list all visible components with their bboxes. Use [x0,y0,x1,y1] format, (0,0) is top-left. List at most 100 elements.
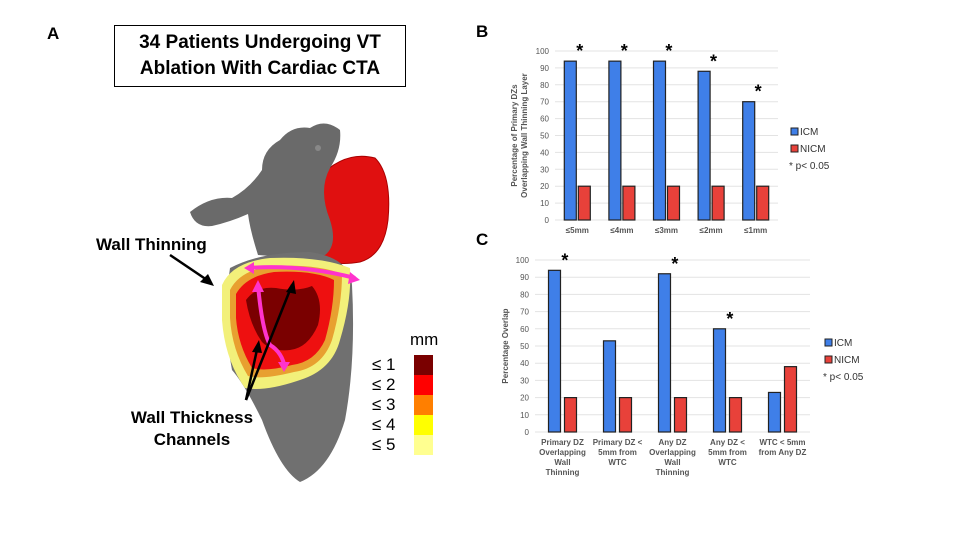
significance-star: * [665,41,672,61]
channel-arrowhead-left [244,262,254,274]
bar-nicm [783,366,798,433]
y-tick-label: 90 [520,273,529,282]
significance-star: * [755,82,762,102]
scale-label: ≤ 1 [372,355,396,374]
scale-row: ≤ 3 [368,395,458,415]
y-tick-label: 100 [516,256,530,265]
annotation-wall-thinning: Wall Thinning [96,235,207,254]
y-axis-label: Overlapping Wall Thinning Layer [520,73,529,198]
bar-nicm [577,185,591,221]
bar-icm [608,60,622,221]
y-tick-label: 10 [520,411,529,420]
x-tick-label: 5mm from [708,448,747,457]
y-tick-label: 20 [520,394,529,403]
wall-thinning-orange [230,265,342,378]
y-tick-label: 60 [540,115,549,124]
legend-significance-note: * p< 0.05 [823,372,864,383]
legend-swatch-icm [790,127,799,136]
y-tick-label: 30 [540,165,549,174]
x-tick-label: Thinning [656,468,690,477]
x-tick-label: WTC [718,458,736,467]
scale-row: ≤ 5 [368,435,458,455]
panel-b-letter: B [476,22,489,41]
wall-thinning-red [236,271,334,370]
significance-star: * [561,250,568,270]
bar-nicm [563,397,578,433]
bar-nicm [711,185,725,221]
scale-label: ≤ 2 [372,375,396,394]
y-tick-label: 40 [520,359,529,368]
grey-atrium [190,123,341,257]
x-tick-label: 5mm from [598,448,637,457]
scale-swatch [414,375,433,395]
x-tick-label: WTC [608,458,626,467]
wall-thinning-yellow [222,257,351,389]
bar-nicm [622,185,636,221]
panel-c-letter: C [476,230,489,249]
significance-star: * [576,41,583,61]
x-tick-label: ≤2mm [700,226,723,235]
significance-star: * [671,254,678,274]
bar-icm [563,60,577,221]
x-tick-label: Overlapping [649,448,696,457]
bar-icm [657,273,672,433]
scale-swatch [414,355,433,375]
bar-icm [767,391,782,433]
y-tick-label: 80 [520,290,529,299]
legend-label-nicm: NICM [800,144,826,155]
bar-nicm [666,185,681,221]
y-tick-label: 70 [520,308,529,317]
significance-star: * [710,51,717,71]
x-tick-label: Wall [664,458,680,467]
y-tick-label: 0 [525,428,530,437]
scale-swatch [414,415,433,435]
y-tick-label: 100 [536,47,550,56]
bar-icm [547,269,562,433]
bar-icm [602,340,617,433]
x-tick-label: Primary DZ < [593,438,643,447]
title-line-2: Ablation With Cardiac CTA [139,58,381,79]
y-tick-label: 80 [540,81,549,90]
bar-icm [742,101,756,221]
y-tick-label: 60 [520,325,529,334]
title-line-1: 34 Patients Undergoing VT [139,32,381,53]
significance-star: * [726,309,733,329]
channel-arrow-horizontal [247,265,356,280]
legend-significance-note: * p< 0.05 [789,161,830,172]
scale-swatch [414,395,433,415]
bar-nicm [618,397,633,433]
bar-nicm [728,397,743,433]
channel-pointer-1 [244,284,294,401]
x-tick-label: Any DZ [659,438,687,447]
y-tick-label: 20 [540,182,549,191]
channel-arrowhead-up [252,280,264,292]
annotation-channels-line-1: Wall Thickness [130,408,254,427]
x-tick-label: ≤3mm [655,226,678,235]
x-tick-label: ≤4mm [610,226,633,235]
x-tick-label: Primary DZ [541,438,584,447]
scale-swatch [414,435,433,455]
y-axis-label: Percentage Overlap [501,308,510,383]
channel-pointer-2 [244,344,260,401]
channel-arrow-vertical [256,284,287,369]
channel-arrowhead-down [278,362,290,372]
scale-row: ≤ 4 [368,415,458,435]
legend-swatch-icm [824,338,833,347]
thickness-scale-legend: mm ≤ 1 ≤ 2 ≤ 3 ≤ 4 ≤ 5 [368,330,458,480]
y-tick-label: 50 [520,342,529,351]
bar-icm [652,60,667,221]
x-tick-label: ≤1mm [744,226,767,235]
panel-a-title-box: 34 Patients Undergoing VT Ablation With … [114,25,406,87]
scale-label: ≤ 4 [372,415,396,434]
panel-a-letter: A [47,24,60,43]
x-tick-label: Any DZ < [710,438,745,447]
y-tick-label: 90 [540,64,549,73]
x-tick-label: ≤5mm [566,226,589,235]
y-tick-label: 50 [540,132,549,141]
x-tick-label: Wall [554,458,570,467]
y-tick-label: 10 [540,199,549,208]
scale-row: ≤ 2 [368,375,458,395]
x-tick-label: Overlapping [539,448,586,457]
y-tick-label: 30 [520,376,529,385]
y-tick-label: 0 [545,216,550,225]
